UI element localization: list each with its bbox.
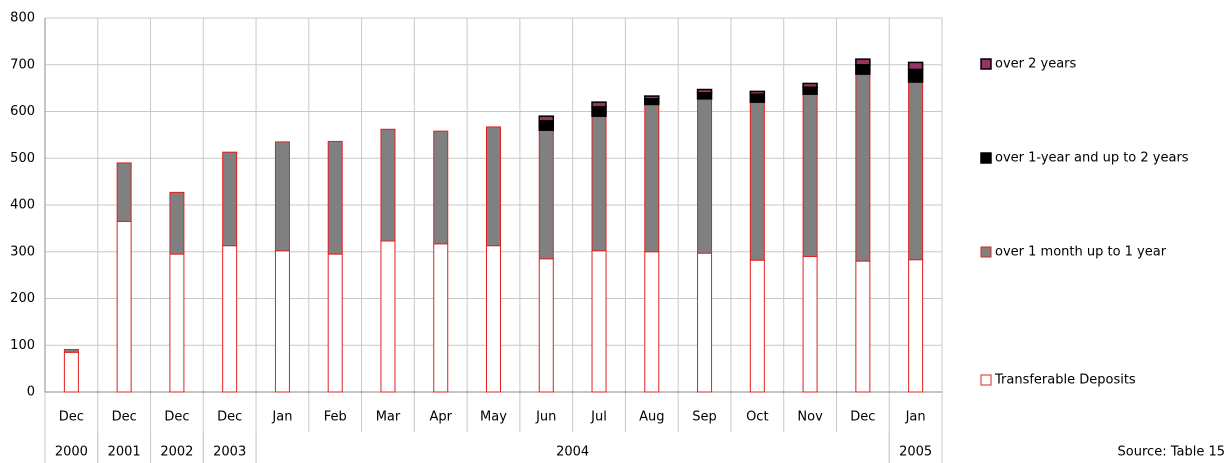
bar-segment <box>538 258 554 393</box>
y-tick-label: 300 <box>10 244 35 259</box>
bar-segment <box>327 253 343 393</box>
bar-segment <box>380 128 396 242</box>
legend-label: over 2 years <box>995 57 1077 72</box>
bar-segment <box>855 64 871 75</box>
x-tick-label: Sep <box>692 410 717 425</box>
bar-segment <box>644 103 660 253</box>
bar-segment <box>380 240 396 393</box>
group-label: 2004 <box>556 445 589 460</box>
bar-segment <box>327 140 343 255</box>
x-tick-label: Mar <box>376 410 401 425</box>
group-label: 2000 <box>55 445 88 460</box>
bar-segment <box>644 95 660 100</box>
bar-segment <box>749 90 766 95</box>
bar-segment <box>591 250 607 393</box>
group-label: 2003 <box>213 445 246 460</box>
bar-segment <box>63 351 79 393</box>
group-label: 2005 <box>899 445 932 460</box>
bar-segment <box>222 245 238 393</box>
bar-segment <box>591 115 607 252</box>
bar-segment <box>802 255 818 393</box>
bar-segment <box>538 129 554 260</box>
y-tick-label: 600 <box>10 104 35 119</box>
bar-segment <box>169 253 185 393</box>
y-tick-label: 200 <box>10 291 35 306</box>
x-tick-label: Dec <box>217 410 242 425</box>
x-tick-label: Aug <box>639 410 664 425</box>
bar-segment <box>433 130 449 245</box>
bar-segment <box>644 98 660 106</box>
x-tick-label: Oct <box>746 410 768 425</box>
legend-marker <box>980 246 992 258</box>
bar-segment <box>855 260 871 393</box>
bar-segment <box>169 191 185 255</box>
bar-segment <box>433 243 449 393</box>
bar-segment <box>63 348 79 353</box>
bar-segment <box>538 120 555 131</box>
y-tick-label: 0 <box>27 385 35 400</box>
x-tick-label: Jun <box>535 410 556 425</box>
bar-segment <box>591 101 607 108</box>
bar-segment <box>222 151 238 247</box>
bar-segment <box>749 259 765 393</box>
bar-segment <box>749 101 765 261</box>
legend-marker <box>980 58 992 70</box>
group-label: 2001 <box>108 445 141 460</box>
bar-segment <box>855 73 871 262</box>
bar-segment <box>697 98 713 254</box>
x-tick-label: Dec <box>59 410 84 425</box>
bar-segment <box>697 252 713 393</box>
legend-marker <box>980 152 992 164</box>
bar-segment <box>855 58 871 66</box>
x-tick-label: Apr <box>429 410 452 425</box>
legend-label: over 1 month up to 1 year <box>995 245 1167 260</box>
bar-segment <box>486 245 501 393</box>
y-tick-label: 100 <box>10 338 35 353</box>
source-note: Source: Table 15 <box>1118 445 1225 460</box>
y-tick-label: 700 <box>10 57 35 72</box>
bar-segment <box>802 82 818 88</box>
x-tick-label: Dec <box>164 410 189 425</box>
legend-label: over 1-year and up to 2 years <box>995 151 1189 166</box>
bar-segment <box>696 92 713 100</box>
x-tick-label: Dec <box>850 410 875 425</box>
x-tick-label: Feb <box>324 410 347 425</box>
x-tick-label: Jan <box>905 410 926 425</box>
legend-marker <box>980 374 992 386</box>
y-tick-label: 800 <box>10 11 35 26</box>
bar-segment <box>802 93 818 257</box>
group-label: 2002 <box>160 445 193 460</box>
bar-segment <box>591 106 607 117</box>
x-tick-label: Nov <box>797 410 823 425</box>
bar-segment <box>908 81 924 261</box>
bar-segment <box>696 88 713 94</box>
y-tick-label: 500 <box>10 151 35 166</box>
x-tick-label: Dec <box>112 410 137 425</box>
x-tick-label: Jul <box>590 410 607 425</box>
bar-segment <box>907 68 924 83</box>
bar-segment <box>116 162 132 222</box>
bar-segment <box>274 141 290 252</box>
bar-segment <box>116 220 132 393</box>
x-tick-label: May <box>480 410 507 425</box>
y-tick-label: 400 <box>10 198 35 213</box>
bar-segment <box>908 259 924 393</box>
bar-segment <box>802 86 818 95</box>
bar-segment <box>644 251 660 393</box>
bar-segment <box>907 61 924 71</box>
bar-segment <box>486 126 501 247</box>
x-tick-label: Jan <box>271 410 292 425</box>
bar-segment <box>538 115 555 122</box>
legend-label: Transferable Deposits <box>994 373 1136 388</box>
bar-segment <box>274 250 290 393</box>
bar-segment <box>749 93 766 103</box>
